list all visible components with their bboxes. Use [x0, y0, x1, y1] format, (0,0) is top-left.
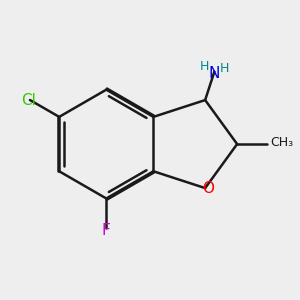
Text: Cl: Cl: [22, 92, 36, 107]
Text: N: N: [209, 66, 220, 81]
Text: F: F: [102, 223, 111, 238]
Text: H: H: [200, 60, 209, 73]
Text: CH₃: CH₃: [270, 136, 293, 149]
Text: O: O: [202, 181, 214, 196]
Text: H: H: [220, 62, 229, 75]
